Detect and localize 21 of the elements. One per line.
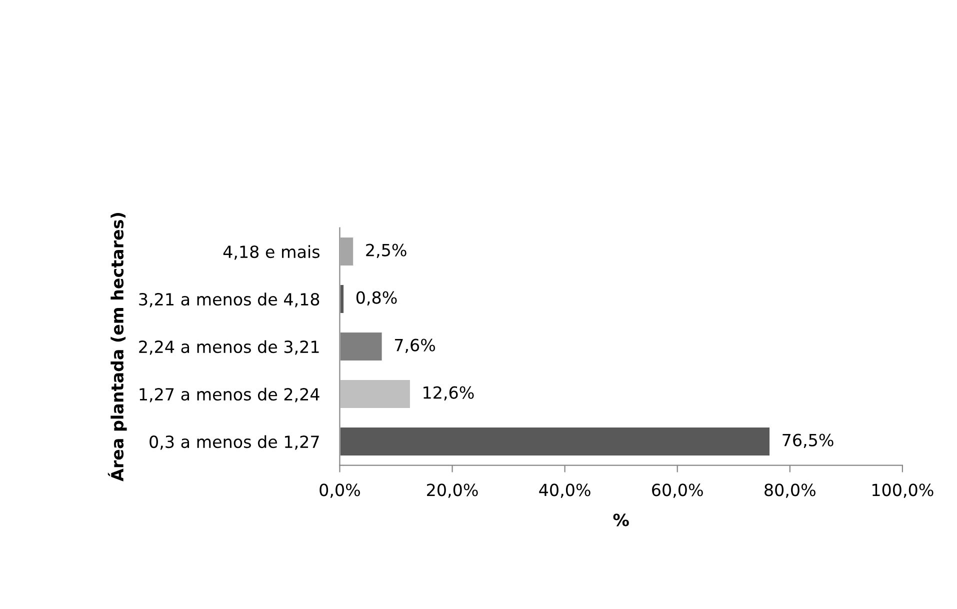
y-tick-label: 0,3 a menos de 1,27 — [150, 435, 319, 450]
x-tick-label: 40,0% — [539, 484, 590, 498]
data-label: 7,6% — [394, 338, 436, 354]
data-label: 0,8% — [356, 291, 397, 306]
bar — [340, 378, 412, 410]
y-tick-label: 1,27 a menos de 2,24 — [140, 388, 320, 402]
data-label: 76,5% — [782, 434, 834, 448]
data-label: 2,5% — [366, 244, 406, 258]
bar — [340, 236, 354, 267]
bar — [340, 426, 771, 457]
x-tick-label: 80,0% — [764, 484, 816, 498]
x-tick-label: 20,0% — [427, 484, 478, 498]
x-tick-label: 0,0% — [320, 484, 360, 498]
x-tick-label: 100,0% — [872, 484, 934, 498]
y-tick-label: 3,21 a menos de 4,18 — [139, 292, 320, 308]
x-tick-label: 60,0% — [652, 484, 703, 498]
y-axis-title: Área plantada (em hectares) — [108, 213, 127, 482]
y-tick-label: 4,18 e mais — [223, 245, 320, 260]
y-tick-label: 2,24 a menos de 3,21 — [139, 340, 319, 355]
x-axis-title: % — [613, 514, 629, 526]
data-label: 12,6% — [424, 386, 474, 401]
